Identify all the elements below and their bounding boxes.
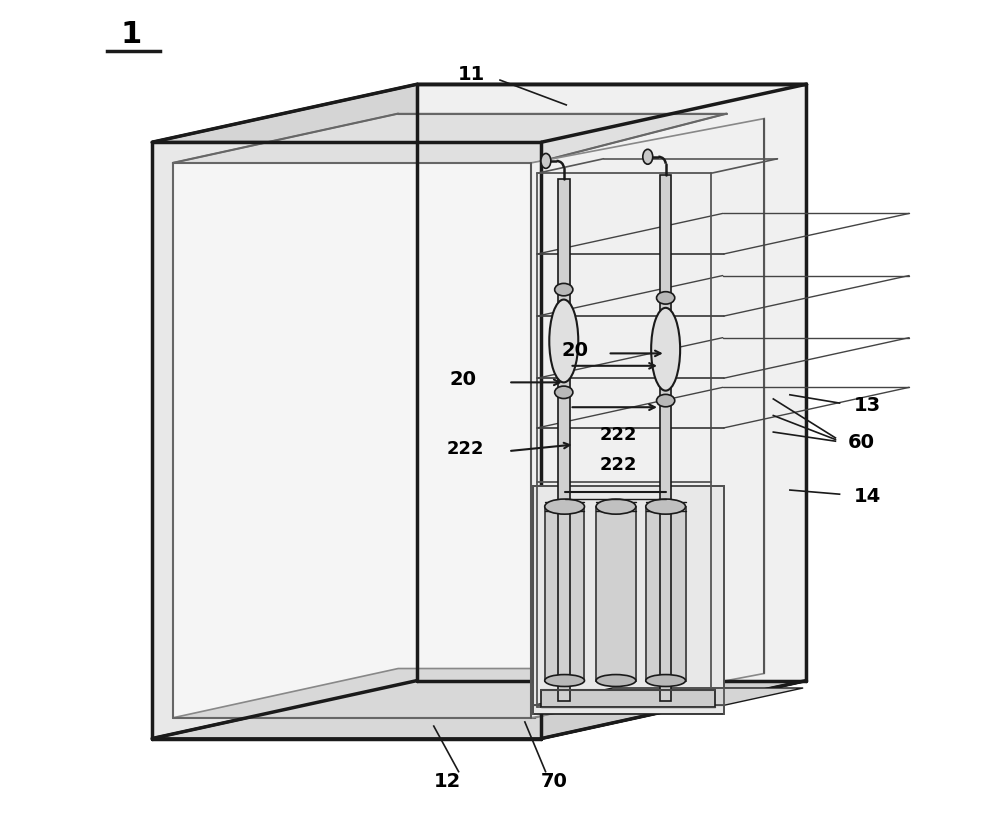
Ellipse shape (555, 283, 573, 296)
Ellipse shape (651, 307, 680, 391)
Ellipse shape (643, 150, 653, 165)
Ellipse shape (657, 395, 675, 407)
Ellipse shape (646, 675, 686, 686)
Text: 70: 70 (540, 772, 567, 791)
Polygon shape (541, 84, 806, 739)
Ellipse shape (541, 154, 551, 169)
Ellipse shape (545, 499, 584, 514)
Ellipse shape (549, 299, 578, 382)
Polygon shape (558, 179, 570, 701)
Polygon shape (173, 668, 727, 718)
Polygon shape (531, 119, 764, 718)
Ellipse shape (596, 675, 636, 686)
Polygon shape (646, 507, 686, 681)
Polygon shape (541, 691, 715, 707)
Text: 11: 11 (457, 65, 485, 84)
Ellipse shape (545, 675, 584, 686)
Polygon shape (152, 84, 806, 142)
Polygon shape (660, 175, 671, 701)
Text: 222: 222 (599, 456, 637, 475)
Ellipse shape (646, 499, 686, 514)
Text: 12: 12 (434, 772, 461, 791)
Polygon shape (173, 114, 727, 163)
Text: 13: 13 (854, 396, 881, 415)
Text: 222: 222 (599, 425, 637, 444)
Polygon shape (533, 486, 724, 714)
Polygon shape (152, 681, 806, 739)
Ellipse shape (596, 499, 636, 514)
Polygon shape (596, 507, 636, 681)
Ellipse shape (657, 292, 675, 304)
Polygon shape (545, 507, 584, 681)
Polygon shape (533, 688, 803, 706)
Text: 1: 1 (121, 20, 142, 49)
Text: 20: 20 (561, 342, 588, 361)
Text: 60: 60 (848, 432, 875, 451)
Polygon shape (173, 163, 535, 718)
Polygon shape (152, 142, 541, 739)
Polygon shape (417, 84, 806, 681)
Text: 14: 14 (854, 487, 881, 506)
Text: 20: 20 (449, 371, 476, 390)
Text: 222: 222 (446, 440, 484, 458)
Ellipse shape (555, 386, 573, 399)
